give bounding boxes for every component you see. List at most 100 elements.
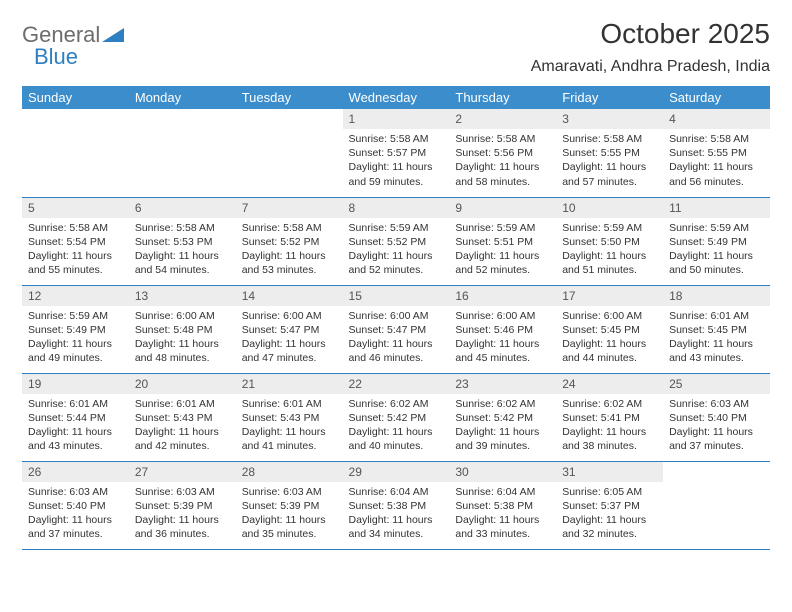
day-details: Sunrise: 5:58 AMSunset: 5:56 PMDaylight:… (449, 129, 556, 194)
day-details: Sunrise: 6:03 AMSunset: 5:39 PMDaylight:… (236, 482, 343, 547)
calendar-cell: 19Sunrise: 6:01 AMSunset: 5:44 PMDayligh… (22, 373, 129, 461)
day-details: Sunrise: 5:59 AMSunset: 5:50 PMDaylight:… (556, 218, 663, 283)
calendar-week-row: 26Sunrise: 6:03 AMSunset: 5:40 PMDayligh… (22, 461, 770, 549)
calendar-cell: 23Sunrise: 6:02 AMSunset: 5:42 PMDayligh… (449, 373, 556, 461)
day-details: Sunrise: 5:58 AMSunset: 5:52 PMDaylight:… (236, 218, 343, 283)
day-details: Sunrise: 6:05 AMSunset: 5:37 PMDaylight:… (556, 482, 663, 547)
calendar-cell: 28Sunrise: 6:03 AMSunset: 5:39 PMDayligh… (236, 461, 343, 549)
day-number: 23 (449, 374, 556, 394)
day-number: 27 (129, 462, 236, 482)
day-number: 7 (236, 198, 343, 218)
calendar-cell: 22Sunrise: 6:02 AMSunset: 5:42 PMDayligh… (343, 373, 450, 461)
day-number: 4 (663, 109, 770, 129)
day-number: 12 (22, 286, 129, 306)
day-details: Sunrise: 5:59 AMSunset: 5:49 PMDaylight:… (663, 218, 770, 283)
day-details: Sunrise: 6:02 AMSunset: 5:41 PMDaylight:… (556, 394, 663, 459)
calendar-cell: 17Sunrise: 6:00 AMSunset: 5:45 PMDayligh… (556, 285, 663, 373)
day-number: 24 (556, 374, 663, 394)
day-number: 10 (556, 198, 663, 218)
day-details: Sunrise: 6:02 AMSunset: 5:42 PMDaylight:… (449, 394, 556, 459)
day-details: Sunrise: 5:59 AMSunset: 5:49 PMDaylight:… (22, 306, 129, 371)
day-details: Sunrise: 5:58 AMSunset: 5:55 PMDaylight:… (556, 129, 663, 194)
calendar-cell: 16Sunrise: 6:00 AMSunset: 5:46 PMDayligh… (449, 285, 556, 373)
day-details: Sunrise: 6:03 AMSunset: 5:40 PMDaylight:… (663, 394, 770, 459)
day-number: 31 (556, 462, 663, 482)
calendar-cell: 15Sunrise: 6:00 AMSunset: 5:47 PMDayligh… (343, 285, 450, 373)
day-number: 1 (343, 109, 450, 129)
day-details: Sunrise: 6:02 AMSunset: 5:42 PMDaylight:… (343, 394, 450, 459)
calendar-week-row: 5Sunrise: 5:58 AMSunset: 5:54 PMDaylight… (22, 197, 770, 285)
day-details: Sunrise: 6:03 AMSunset: 5:39 PMDaylight:… (129, 482, 236, 547)
day-details: Sunrise: 5:58 AMSunset: 5:55 PMDaylight:… (663, 129, 770, 194)
day-number: 26 (22, 462, 129, 482)
calendar-week-row: 19Sunrise: 6:01 AMSunset: 5:44 PMDayligh… (22, 373, 770, 461)
weekday-header: Tuesday (236, 86, 343, 109)
calendar-cell: 24Sunrise: 6:02 AMSunset: 5:41 PMDayligh… (556, 373, 663, 461)
calendar-cell: 29Sunrise: 6:04 AMSunset: 5:38 PMDayligh… (343, 461, 450, 549)
month-title: October 2025 (531, 18, 770, 50)
calendar-week-row: 1Sunrise: 5:58 AMSunset: 5:57 PMDaylight… (22, 109, 770, 197)
day-details: Sunrise: 6:00 AMSunset: 5:48 PMDaylight:… (129, 306, 236, 371)
day-number: 21 (236, 374, 343, 394)
day-number: 6 (129, 198, 236, 218)
day-details: Sunrise: 5:58 AMSunset: 5:53 PMDaylight:… (129, 218, 236, 283)
day-details: Sunrise: 5:58 AMSunset: 5:57 PMDaylight:… (343, 129, 450, 194)
day-details: Sunrise: 5:58 AMSunset: 5:54 PMDaylight:… (22, 218, 129, 283)
weekday-header: Monday (129, 86, 236, 109)
day-number: 20 (129, 374, 236, 394)
day-number: 5 (22, 198, 129, 218)
day-details: Sunrise: 5:59 AMSunset: 5:52 PMDaylight:… (343, 218, 450, 283)
logo: General Blue (22, 22, 126, 48)
day-number: 30 (449, 462, 556, 482)
calendar-head: SundayMondayTuesdayWednesdayThursdayFrid… (22, 86, 770, 109)
day-number: 2 (449, 109, 556, 129)
day-number: 15 (343, 286, 450, 306)
day-details: Sunrise: 6:01 AMSunset: 5:44 PMDaylight:… (22, 394, 129, 459)
calendar-cell: 1Sunrise: 5:58 AMSunset: 5:57 PMDaylight… (343, 109, 450, 197)
calendar-cell: 13Sunrise: 6:00 AMSunset: 5:48 PMDayligh… (129, 285, 236, 373)
calendar-cell (663, 461, 770, 549)
calendar-cell: 31Sunrise: 6:05 AMSunset: 5:37 PMDayligh… (556, 461, 663, 549)
calendar-cell: 11Sunrise: 5:59 AMSunset: 5:49 PMDayligh… (663, 197, 770, 285)
calendar-cell: 8Sunrise: 5:59 AMSunset: 5:52 PMDaylight… (343, 197, 450, 285)
logo-triangle-icon (102, 26, 126, 44)
calendar-cell: 14Sunrise: 6:00 AMSunset: 5:47 PMDayligh… (236, 285, 343, 373)
weekday-header: Friday (556, 86, 663, 109)
day-details: Sunrise: 6:00 AMSunset: 5:45 PMDaylight:… (556, 306, 663, 371)
day-number: 22 (343, 374, 450, 394)
calendar-cell (236, 109, 343, 197)
day-number: 13 (129, 286, 236, 306)
calendar-cell: 27Sunrise: 6:03 AMSunset: 5:39 PMDayligh… (129, 461, 236, 549)
calendar-cell: 9Sunrise: 5:59 AMSunset: 5:51 PMDaylight… (449, 197, 556, 285)
day-details: Sunrise: 6:00 AMSunset: 5:47 PMDaylight:… (343, 306, 450, 371)
day-number: 9 (449, 198, 556, 218)
day-number: 14 (236, 286, 343, 306)
title-block: October 2025 Amaravati, Andhra Pradesh, … (531, 18, 770, 76)
day-number: 28 (236, 462, 343, 482)
calendar-cell: 3Sunrise: 5:58 AMSunset: 5:55 PMDaylight… (556, 109, 663, 197)
day-details: Sunrise: 6:00 AMSunset: 5:47 PMDaylight:… (236, 306, 343, 371)
calendar-cell: 20Sunrise: 6:01 AMSunset: 5:43 PMDayligh… (129, 373, 236, 461)
calendar-cell: 21Sunrise: 6:01 AMSunset: 5:43 PMDayligh… (236, 373, 343, 461)
calendar-cell: 26Sunrise: 6:03 AMSunset: 5:40 PMDayligh… (22, 461, 129, 549)
day-number: 16 (449, 286, 556, 306)
day-details: Sunrise: 6:04 AMSunset: 5:38 PMDaylight:… (343, 482, 450, 547)
day-details: Sunrise: 6:01 AMSunset: 5:45 PMDaylight:… (663, 306, 770, 371)
weekday-header: Wednesday (343, 86, 450, 109)
day-details: Sunrise: 6:03 AMSunset: 5:40 PMDaylight:… (22, 482, 129, 547)
day-number: 18 (663, 286, 770, 306)
day-number: 11 (663, 198, 770, 218)
calendar-cell: 12Sunrise: 5:59 AMSunset: 5:49 PMDayligh… (22, 285, 129, 373)
day-details: Sunrise: 6:00 AMSunset: 5:46 PMDaylight:… (449, 306, 556, 371)
calendar-cell: 18Sunrise: 6:01 AMSunset: 5:45 PMDayligh… (663, 285, 770, 373)
calendar-cell: 2Sunrise: 5:58 AMSunset: 5:56 PMDaylight… (449, 109, 556, 197)
day-number: 25 (663, 374, 770, 394)
calendar-week-row: 12Sunrise: 5:59 AMSunset: 5:49 PMDayligh… (22, 285, 770, 373)
day-number: 29 (343, 462, 450, 482)
calendar-cell: 6Sunrise: 5:58 AMSunset: 5:53 PMDaylight… (129, 197, 236, 285)
location: Amaravati, Andhra Pradesh, India (531, 58, 770, 76)
calendar-table: SundayMondayTuesdayWednesdayThursdayFrid… (22, 86, 770, 550)
calendar-cell: 30Sunrise: 6:04 AMSunset: 5:38 PMDayligh… (449, 461, 556, 549)
day-number: 19 (22, 374, 129, 394)
calendar-body: 1Sunrise: 5:58 AMSunset: 5:57 PMDaylight… (22, 109, 770, 549)
